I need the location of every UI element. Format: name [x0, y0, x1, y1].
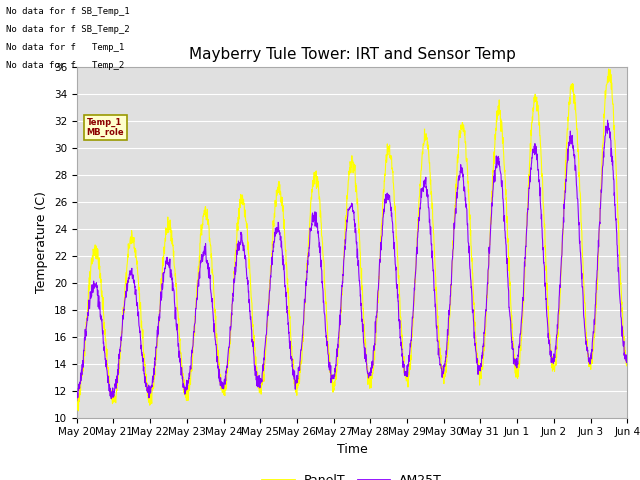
X-axis label: Time: Time [337, 443, 367, 456]
Text: No data for f   Temp_2: No data for f Temp_2 [6, 60, 125, 70]
Y-axis label: Temperature (C): Temperature (C) [35, 192, 48, 293]
Text: No data for f SB_Temp_1: No data for f SB_Temp_1 [6, 7, 130, 16]
Text: No data for f   Temp_1: No data for f Temp_1 [6, 43, 125, 52]
Title: Mayberry Tule Tower: IRT and Sensor Temp: Mayberry Tule Tower: IRT and Sensor Temp [189, 47, 515, 62]
Text: No data for f SB_Temp_2: No data for f SB_Temp_2 [6, 25, 130, 34]
Text: Temp_1
MB_role: Temp_1 MB_role [86, 118, 124, 137]
Legend: PanelT, AM25T: PanelT, AM25T [257, 469, 447, 480]
